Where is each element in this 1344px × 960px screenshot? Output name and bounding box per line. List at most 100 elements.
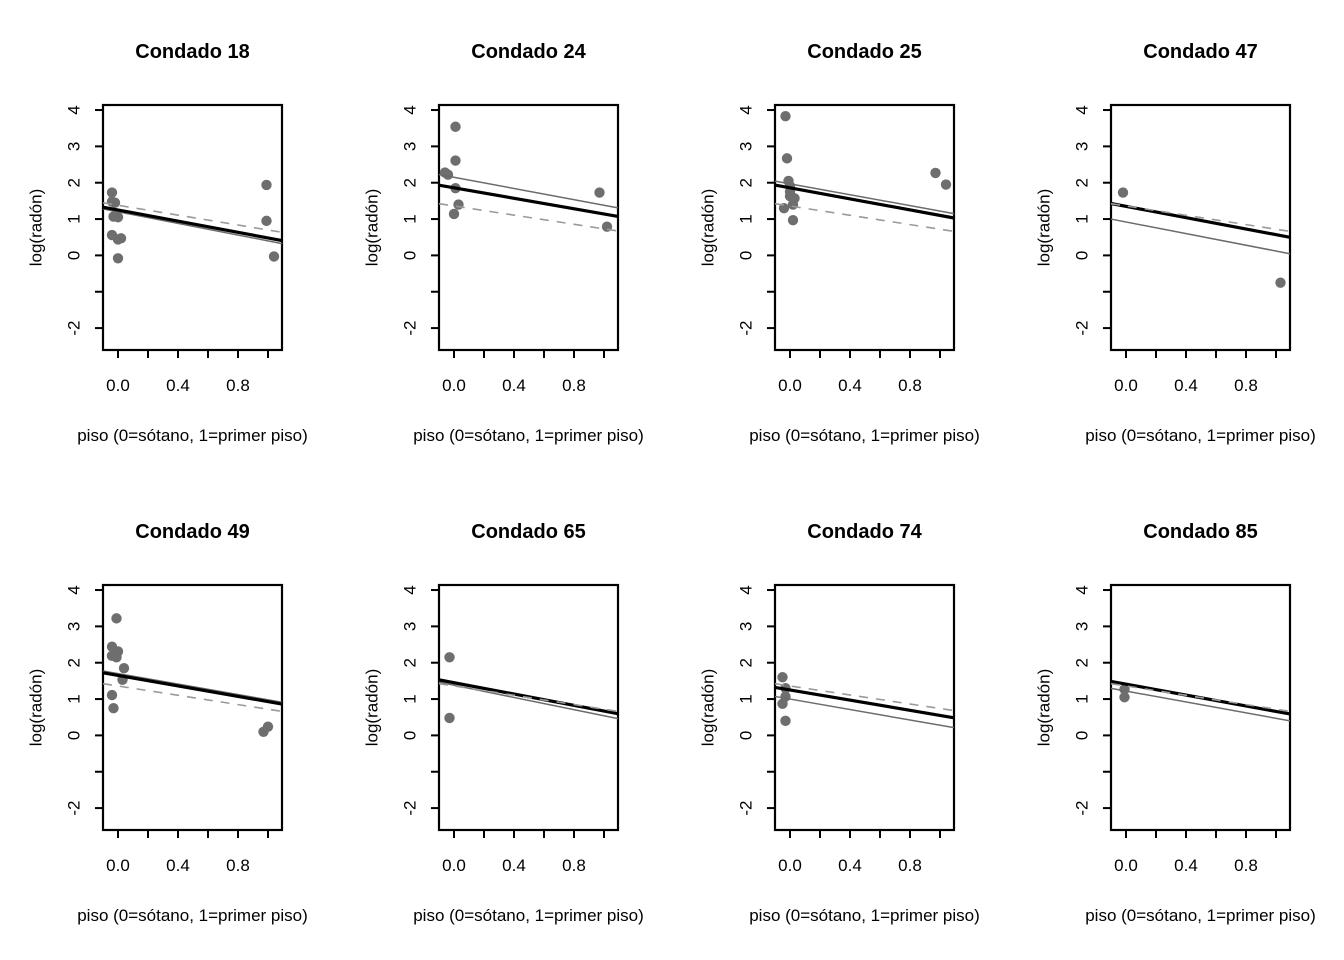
regression-line-thick-black <box>438 183 619 218</box>
x-axis-label: piso (0=sótano, 1=primer piso) <box>1085 906 1316 925</box>
y-tick-label: 2 <box>1073 658 1092 667</box>
y-tick-label: 4 <box>1073 105 1092 114</box>
y-axis-label: log(radón) <box>27 189 46 267</box>
data-point <box>780 715 791 727</box>
y-tick-label: 0 <box>65 731 84 740</box>
y-tick-label: 2 <box>65 658 84 667</box>
y-tick-label: 3 <box>401 142 420 151</box>
y-tick-label: 0 <box>1073 251 1092 260</box>
regression-line-thin-gray <box>438 173 619 209</box>
x-tick-label: 0.4 <box>502 376 526 395</box>
panel-condado-85: Condado 85 4 3 2 1 0 -2 0.0 0.4 0.8 piso (0=sótano… <box>1008 480 1344 960</box>
y-tick-label: 1 <box>401 694 420 703</box>
y-tick-label: 1 <box>65 214 84 223</box>
regression-line-dashed <box>438 202 619 232</box>
y-tick-label: 1 <box>1073 694 1092 703</box>
panel-canvas: Condado 74 4 3 2 1 0 -2 0.0 0.4 0.8 piso (0=sótano… <box>699 521 980 925</box>
data-point <box>781 153 793 164</box>
x-axis-label: piso (0=sótano, 1=primer piso) <box>413 426 644 445</box>
y-tick-label: 3 <box>1073 142 1092 151</box>
data-point <box>112 212 124 223</box>
data-point <box>118 662 130 674</box>
panel-title: Condado 18 <box>135 41 249 63</box>
data-point <box>112 234 124 245</box>
x-axis-label: piso (0=sótano, 1=primer piso) <box>77 426 308 445</box>
y-tick-label: 3 <box>737 622 756 631</box>
x-tick-label: 0.4 <box>166 856 190 875</box>
y-tick-label: -2 <box>401 801 420 816</box>
y-tick-label: 2 <box>737 178 756 187</box>
y-tick-label: -2 <box>65 801 84 816</box>
panel-canvas: Condado 18 4 3 2 1 0 -2 0.0 0.4 0.8 piso (0=sótano… <box>27 41 308 445</box>
data-point <box>787 199 799 210</box>
y-tick-label: 0 <box>401 251 420 260</box>
y-tick-label: 0 <box>1073 731 1092 740</box>
y-tick-label: -2 <box>401 321 420 336</box>
regression-line-thick-black <box>774 183 955 220</box>
panel-title: Condado 49 <box>135 521 249 543</box>
y-tick-label: 2 <box>401 178 420 187</box>
panel-canvas: Condado 85 4 3 2 1 0 -2 0.0 0.4 0.8 piso (0=sótano… <box>1035 521 1316 925</box>
data-point <box>108 702 119 714</box>
panel-canvas: Condado 25 4 3 2 1 0 -2 0.0 0.4 0.8 piso (0=sótano… <box>699 41 980 445</box>
regression-line-thin-gray <box>438 681 619 720</box>
data-point <box>940 179 952 190</box>
x-tick-label: 0.8 <box>898 856 922 875</box>
regression-line-dashed <box>1110 202 1291 233</box>
plot-box <box>1109 583 1292 832</box>
x-axis-label: piso (0=sótano, 1=primer piso) <box>1085 426 1316 445</box>
regression-line-dashed <box>102 682 283 713</box>
regression-line-thin-gray <box>1110 687 1291 722</box>
y-tick-label: 1 <box>65 694 84 703</box>
data-point <box>453 199 464 210</box>
x-tick-label: 0.4 <box>502 856 526 875</box>
y-tick-label: 4 <box>737 105 756 114</box>
regression-line-thin-gray <box>774 695 955 729</box>
plot-box <box>773 583 956 832</box>
data-point <box>111 613 122 624</box>
y-axis-label: log(radón) <box>699 669 718 747</box>
regression-line-dashed <box>1110 682 1291 713</box>
y-tick-label: 4 <box>401 585 420 594</box>
data-point <box>1275 277 1286 288</box>
panel-title: Condado 24 <box>471 41 586 63</box>
data-point <box>268 251 280 262</box>
panel-condado-18: Condado 18 4 3 2 1 0 -2 0.0 0.4 0.8 piso (0=sótano… <box>0 0 336 480</box>
panel-condado-24: Condado 24 4 3 2 1 0 -2 0.0 0.4 0.8 piso (0=sótano… <box>336 0 672 480</box>
y-tick-label: 2 <box>401 658 420 667</box>
x-tick-label: 0.4 <box>166 376 190 395</box>
x-tick-label: 0.4 <box>838 376 862 395</box>
panel-title: Condado 65 <box>471 521 585 543</box>
x-tick-label: 0.8 <box>226 376 250 395</box>
x-tick-label: 0.0 <box>442 376 466 395</box>
data-point <box>450 121 461 132</box>
x-tick-label: 0.8 <box>898 376 922 395</box>
panel-canvas: Condado 65 4 3 2 1 0 -2 0.0 0.4 0.8 piso (0=sótano… <box>363 521 644 925</box>
y-tick-label: 3 <box>1073 622 1092 631</box>
regression-line-dashed <box>102 201 283 234</box>
x-tick-label: 0.4 <box>1174 376 1198 395</box>
data-point <box>1119 692 1130 703</box>
plot-box <box>437 103 620 352</box>
data-point <box>777 698 788 709</box>
x-tick-label: 0.0 <box>778 856 802 875</box>
y-tick-label: 3 <box>401 622 420 631</box>
plot-box <box>773 103 956 352</box>
y-tick-label: 1 <box>737 214 756 223</box>
data-point <box>112 253 124 264</box>
regression-line-thick-black <box>774 685 955 720</box>
y-tick-label: 3 <box>65 622 84 631</box>
y-axis-label: log(radón) <box>363 669 382 747</box>
data-point <box>109 197 121 208</box>
panel-condado-49: Condado 49 4 3 2 1 0 -2 0.0 0.4 0.8 piso (0=sótano… <box>0 480 336 960</box>
data-point <box>444 712 455 724</box>
y-axis-label: log(radón) <box>1035 189 1054 267</box>
plot-box <box>101 583 284 832</box>
data-point <box>930 167 941 179</box>
panel-condado-25: Condado 25 4 3 2 1 0 -2 0.0 0.4 0.8 piso (0=sótano… <box>672 0 1008 480</box>
data-point <box>444 652 455 663</box>
y-tick-label: 4 <box>1073 585 1092 594</box>
data-point <box>261 179 272 191</box>
panel-canvas: Condado 49 4 3 2 1 0 -2 0.0 0.4 0.8 piso (0=sótano… <box>27 521 308 925</box>
y-tick-label: 4 <box>401 105 420 114</box>
